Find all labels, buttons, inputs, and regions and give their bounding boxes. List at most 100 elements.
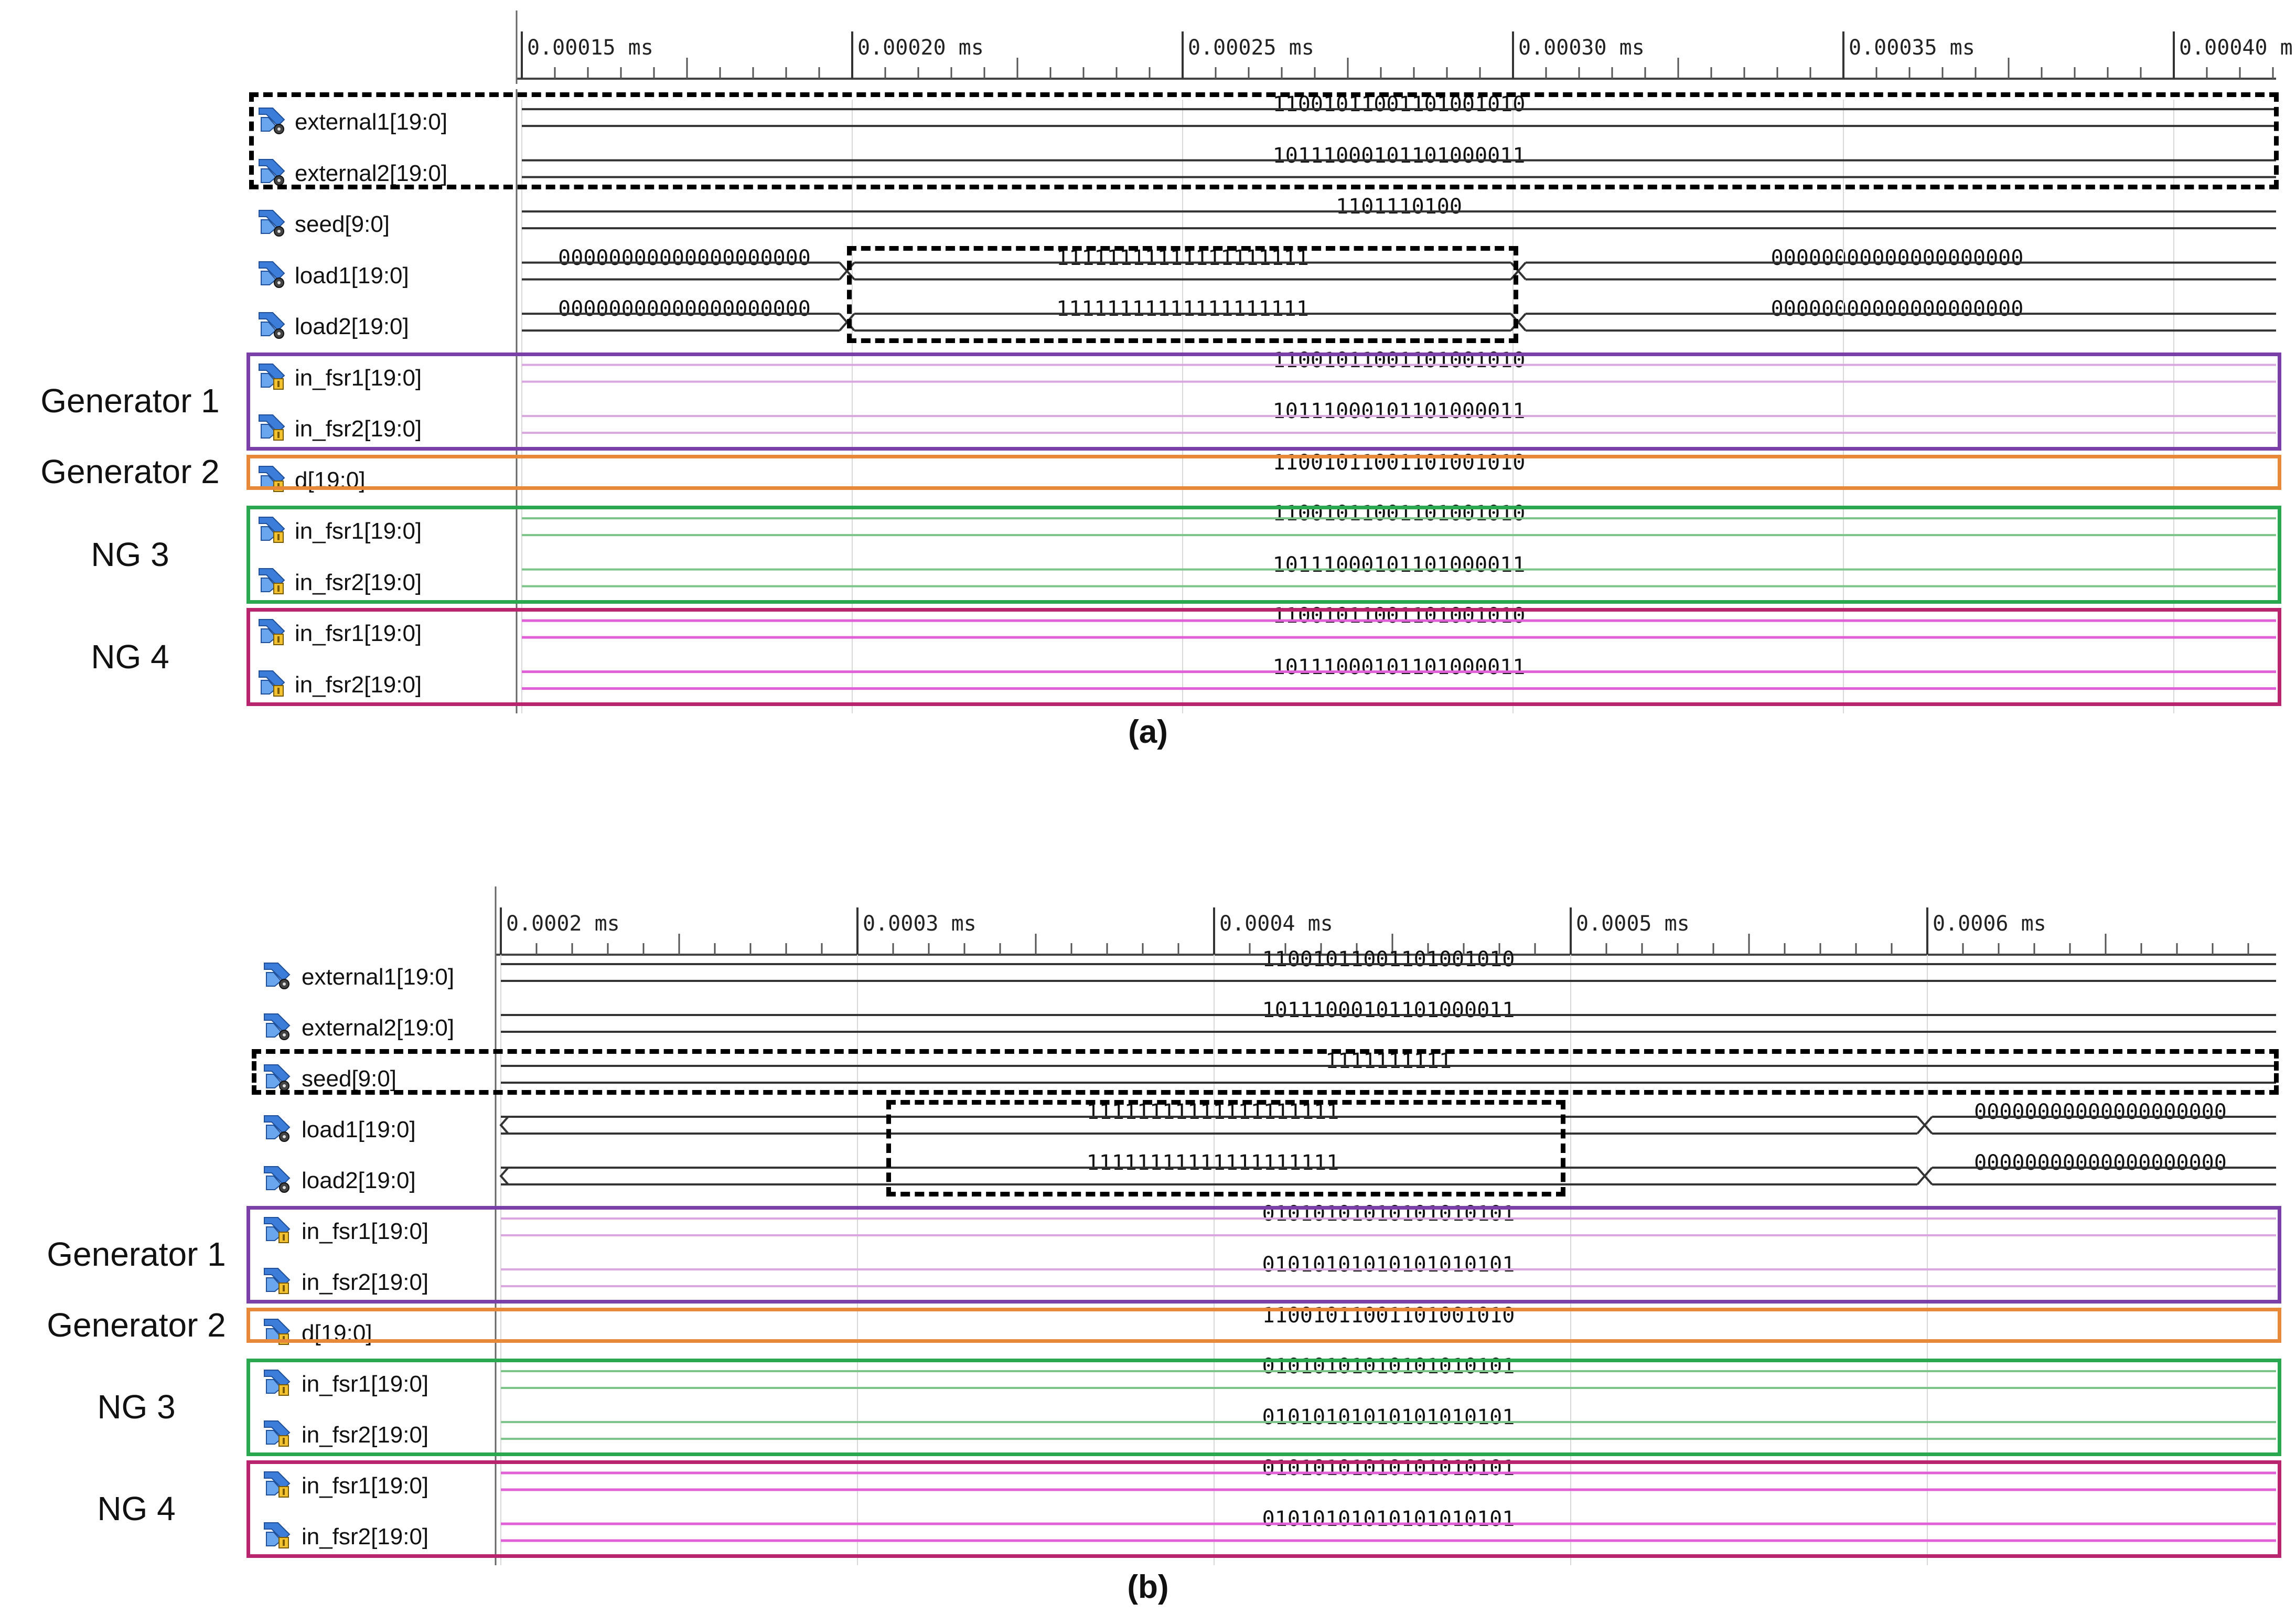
tick-label: 0.0004 ms [1219, 912, 1333, 936]
timeline-ruler [516, 10, 2276, 84]
signal-row[interactable]: external2[19:0] [0, 1006, 496, 1056]
register-icon [257, 259, 286, 291]
tick-label: 0.0002 ms [506, 912, 620, 936]
wire-icon [257, 361, 286, 393]
signal-value: 11001011001101001010 [1272, 450, 1526, 475]
register-icon [262, 960, 292, 992]
signal-value: 11001011001101001010 [1262, 947, 1515, 971]
signal-value: 00000000000000000000 [1771, 297, 2024, 322]
signal-row[interactable]: load2[19:0] [0, 1158, 496, 1209]
signal-value: 01010101010101010101 [1262, 1456, 1515, 1480]
signal-row[interactable]: load1[19:0] [0, 253, 517, 305]
signal-row[interactable]: load1[19:0] [0, 1107, 496, 1158]
signal-name: in_fsr1[19:0] [302, 1371, 429, 1397]
signal-value: 01010101010101010101 [1262, 1405, 1515, 1429]
signal-value: 11001011001101001010 [1272, 604, 1526, 628]
group-label: Generator 2 [47, 1306, 226, 1344]
signal-name: in_fsr1[19:0] [295, 518, 422, 544]
timeline-ruler [495, 886, 2276, 960]
signal-row[interactable]: in_fsr2[19:0] [0, 407, 517, 458]
signal-value: 00000000000000000000 [1974, 1099, 2227, 1124]
register-icon [257, 309, 286, 341]
signal-row[interactable]: in_fsr2[19:0] [0, 1413, 496, 1463]
group-box [246, 352, 2281, 451]
group-label: Generator 1 [47, 1235, 226, 1273]
group-box [246, 506, 2281, 604]
signal-row[interactable]: in_fsr2[19:0] [0, 1514, 496, 1565]
group-label: NG 3 [91, 535, 169, 573]
signal-value: 01010101010101010101 [1262, 1507, 1515, 1531]
signal-name: in_fsr2[19:0] [295, 569, 422, 595]
signal-name: external1[19:0] [302, 964, 455, 990]
signal-name: in_fsr1[19:0] [302, 1473, 429, 1499]
signal-value: 1101110100 [1336, 195, 1462, 219]
bus-transition [1916, 1167, 1933, 1185]
tick-label: 0.00025 ms [1188, 36, 1314, 60]
wire-icon [257, 616, 286, 648]
signal-value: 11001011001101001010 [1272, 348, 1526, 372]
signal-name: load1[19:0] [302, 1117, 416, 1142]
tick-label: 0.00040 m [2179, 36, 2293, 60]
bus-transition [1510, 262, 1527, 280]
tick-label: 0.0005 ms [1576, 912, 1690, 936]
signal-name: load2[19:0] [295, 314, 409, 339]
signal-value: 01010101010101010101 [1262, 1354, 1515, 1379]
group-label: NG 4 [97, 1490, 176, 1527]
wire-icon [262, 1214, 292, 1246]
register-icon [257, 156, 286, 188]
signal-row[interactable]: in_fsr1[19:0] [0, 356, 517, 407]
signal-row[interactable]: external2[19:0] [0, 151, 517, 202]
signal-value: 00000000000000000000 [1771, 245, 2024, 270]
group-box [246, 608, 2281, 706]
signal-row[interactable]: in_fsr1[19:0] [0, 1463, 496, 1514]
signal-name: in_fsr1[19:0] [302, 1219, 429, 1244]
signal-row[interactable]: in_fsr1[19:0] [0, 611, 517, 663]
signal-row[interactable]: load2[19:0] [0, 304, 517, 356]
signal-value: 10111000101101000011 [1272, 655, 1526, 679]
signal-row[interactable]: in_fsr2[19:0] [0, 560, 517, 612]
signal-name: external2[19:0] [302, 1015, 455, 1041]
signal-row[interactable]: in_fsr2[19:0] [0, 1260, 496, 1311]
wire-icon [257, 565, 286, 597]
signal-value: 01010101010101010101 [1262, 1252, 1515, 1277]
panel-b-caption: (b) [1127, 1569, 1169, 1605]
signal-name: in_fsr1[19:0] [295, 621, 422, 646]
register-icon [262, 1163, 292, 1195]
signal-name: in_fsr2[19:0] [302, 1422, 429, 1448]
tick-label: 0.00020 ms [857, 36, 984, 60]
highlight-box [886, 1100, 1565, 1196]
wire-icon [262, 1265, 292, 1297]
bus-transition [1510, 313, 1527, 332]
signal-row[interactable]: external1[19:0] [0, 955, 496, 1006]
tick-label: 0.00030 ms [1518, 36, 1645, 60]
wire-icon [257, 412, 286, 444]
signal-row[interactable]: in_fsr1[19:0] [0, 509, 517, 560]
group-box [246, 1359, 2281, 1456]
waveform-area [495, 944, 2276, 1565]
bus-transition [499, 1167, 509, 1185]
signal-row[interactable]: in_fsr1[19:0] [0, 1362, 496, 1413]
register-icon [257, 207, 286, 239]
signal-row[interactable]: external1[19:0] [0, 100, 517, 151]
signal-name: in_fsr2[19:0] [302, 1524, 429, 1550]
highlight-box [249, 92, 2279, 189]
bus-transition [499, 1116, 509, 1135]
signal-value: 11001011001101001010 [1272, 501, 1526, 526]
signal-value: 00000000000000000000 [558, 245, 811, 270]
tick-label: 0.00035 ms [1849, 36, 1975, 60]
signal-row[interactable]: in_fsr2[19:0] [0, 663, 517, 714]
wire-icon [262, 1469, 292, 1501]
tick-label: 0.0003 ms [863, 912, 977, 936]
signal-row[interactable]: seed[9:0] [0, 202, 517, 253]
signal-value: 10111000101101000011 [1272, 143, 1526, 168]
signal-row[interactable]: in_fsr1[19:0] [0, 1209, 496, 1260]
signal-value: 11111111111111111111 [1086, 1150, 1339, 1175]
signal-value: 10111000101101000011 [1272, 552, 1526, 577]
wire-icon [262, 1520, 292, 1552]
highlight-box [847, 245, 1518, 343]
bus-transition [1916, 1116, 1933, 1135]
group-label: NG 4 [91, 637, 169, 676]
register-icon [257, 105, 286, 137]
wire-icon [262, 1418, 292, 1450]
signal-value: 00000000000000000000 [558, 297, 811, 322]
